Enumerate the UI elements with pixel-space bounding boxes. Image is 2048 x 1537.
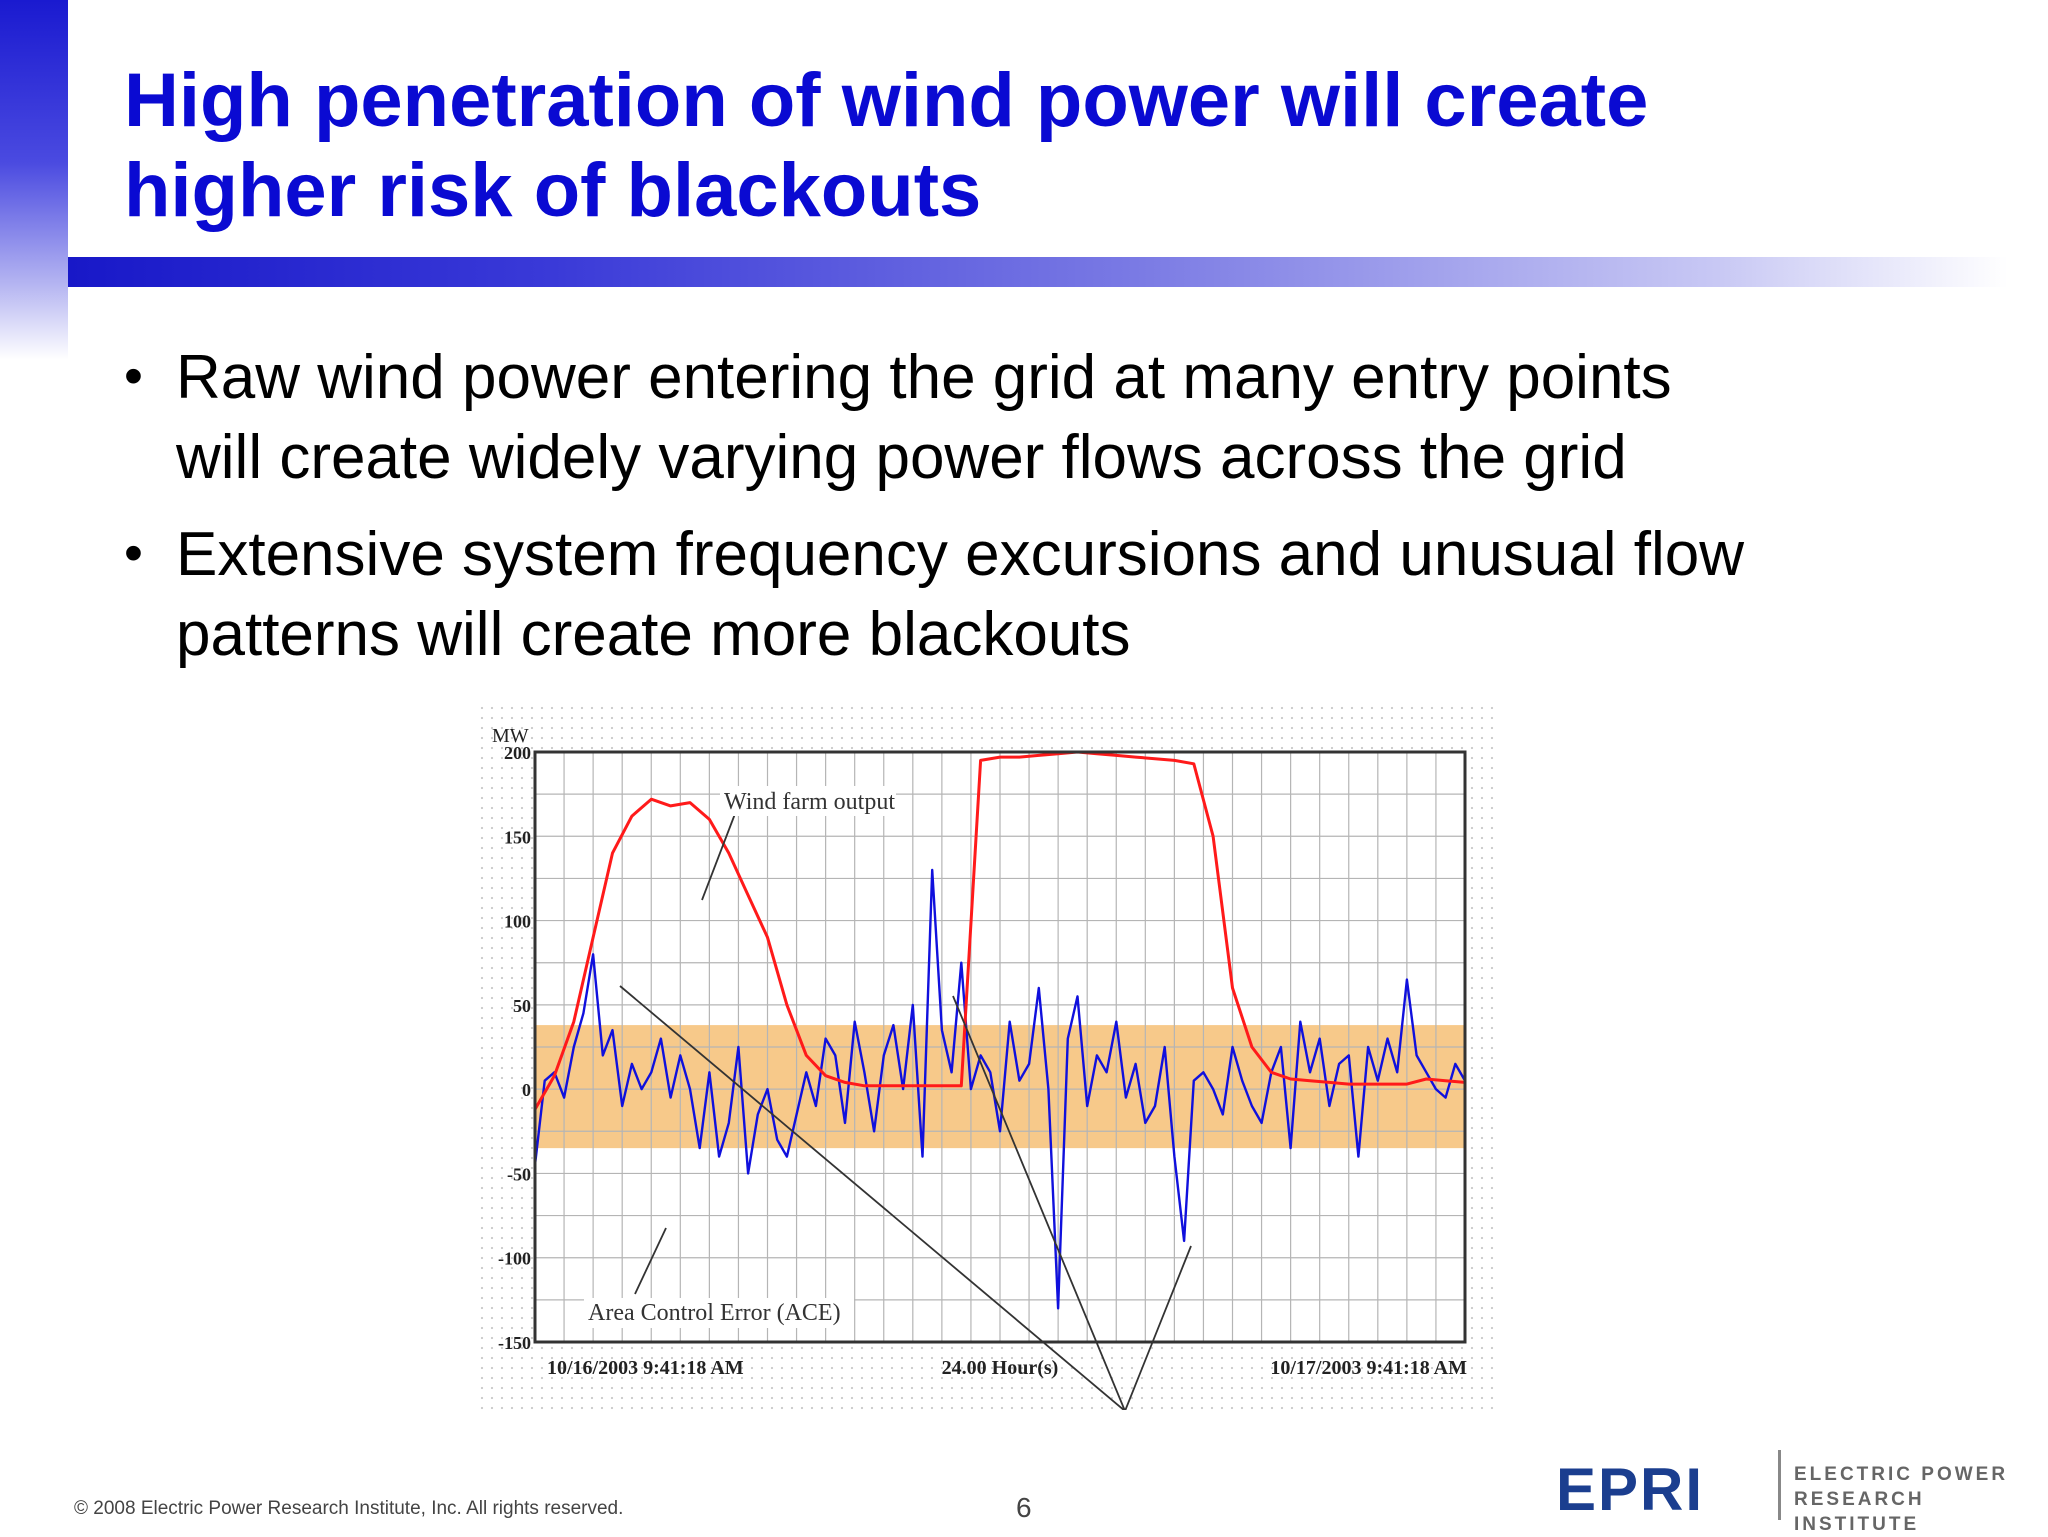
bullet-1-line-1: Raw wind power entering the grid at many… [176,343,1672,412]
plot-frame [533,750,1467,1344]
y-tick-label: -100 [498,1249,531,1269]
title-line-2: higher risk of blackouts [124,148,982,233]
wind-ace-chart: 200 150 100 50 0 -50 -100 -150 10/16/2003 9:41:1… [480,706,1500,1412]
logo-line-2: RESEARCH INSTITUTE [1794,1489,1925,1535]
title-line-1: High penetration of wind power will crea… [124,58,1649,143]
left-accent-bar [0,0,68,360]
logo-separator [1778,1450,1781,1520]
ace-pointer-line-3 [1124,1245,1192,1412]
footer-copyright: © 2008 Electric Power Research Institute… [74,1498,624,1519]
wind-farm-output-label: Wind farm output [724,789,895,815]
ace-line [533,868,1467,1310]
y-axis-label: MW [492,725,529,747]
ace-pointer-line-2 [952,995,1126,1412]
y-tick-label: -150 [498,1333,531,1353]
bullet-1-line-2: will create widely varying power flows a… [176,423,1627,492]
logo-line-1: ELECTRIC POWER [1794,1464,2009,1485]
y-tick-label: 50 [513,996,531,1016]
y-tick-label: 150 [504,827,531,847]
page-number: 6 [1016,1492,1032,1523]
bullet-dot-icon: • [124,346,143,406]
epri-logo: EPRI ELECTRIC POWER RESEARCH INSTITUTE [1556,1450,2026,1535]
epri-logo-mark: EPRI [1556,1456,1705,1523]
y-tick-label: 100 [504,912,531,932]
slide-title: High penetration of wind power will crea… [124,56,1924,236]
y-tick-label: 200 [504,743,531,763]
chart-svg: 200 150 100 50 0 -50 -100 -150 10/16/2003 9:41:1… [480,706,1500,1412]
wind-farm-output-line [533,750,1466,1111]
x-tick-label: 24.00 Hour(s) [942,1357,1059,1379]
ace-label-arrow [634,1227,667,1295]
logo-org-name: ELECTRIC POWER RESEARCH INSTITUTE [1794,1462,2026,1537]
title-underline-rule [68,257,2008,287]
ace-pointer-line-1 [619,985,1126,1412]
bullet-2-line-2: patterns will create more blackouts [176,600,1131,669]
x-tick-label: 10/16/2003 9:41:18 AM [547,1357,744,1379]
wind-label-arrow [701,805,739,901]
wind-label-bg [720,786,896,816]
ace-label-bg [584,1298,854,1328]
y-tick-label: 0 [522,1080,531,1100]
bullet-dot-icon: • [124,523,143,583]
bullet-2-line-1: Extensive system frequency excursions an… [176,520,1745,589]
x-tick-label: 10/17/2003 9:41:18 AM [1270,1357,1467,1379]
ace-label: Area Control Error (ACE) [588,1300,841,1326]
y-tick-label: -50 [507,1164,531,1184]
